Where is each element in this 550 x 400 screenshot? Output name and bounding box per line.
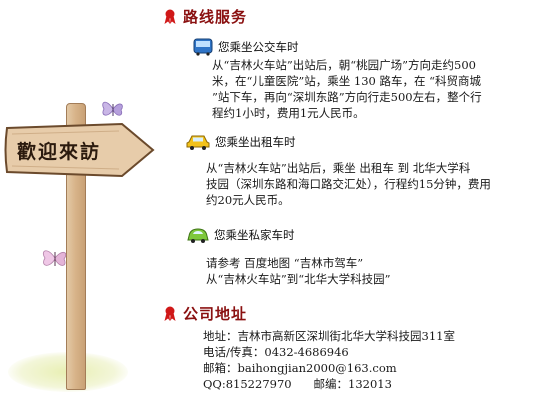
car-directions: 请参考 百度地图 “吉林市驾车” 从“吉林火车站”到“北华大学科技园” xyxy=(206,255,391,287)
bus-icon xyxy=(193,38,213,56)
butterfly-icon xyxy=(42,250,67,266)
bus-heading: 您乘坐公交车时 xyxy=(193,38,299,56)
company-phone: 电话/传真：0432-4686946 xyxy=(203,345,349,359)
car-heading: 您乘坐私家车时 xyxy=(187,226,295,244)
taxi-heading: 您乘坐出租车时 xyxy=(186,133,296,151)
car-line: 请参考 百度地图 “吉林市驾车” xyxy=(206,256,364,270)
red-ribbon-icon xyxy=(164,9,176,24)
bus-line: 米，在“儿童医院”站，乘坐 130 路车，在 “科贸商城 xyxy=(212,74,482,88)
taxi-line: 约20元人民币。 xyxy=(206,193,290,207)
taxi-line: 从“吉林火车站”出站后，乘坐 出租车 到 北华大学科 xyxy=(206,161,471,175)
company-address-heading: 公司地址 xyxy=(163,303,247,324)
bus-line: 程约1小时，费用1元人民币。 xyxy=(212,106,365,120)
car-line: 从“吉林火车站”到“北华大学科技园” xyxy=(206,272,391,286)
company-address-title: 公司地址 xyxy=(183,305,248,323)
company-email: 邮箱：baihongjian2000@163.com xyxy=(203,361,397,375)
bus-line: ”站下车，再向“深圳东路”方向行走500左右，整个行 xyxy=(212,90,482,104)
butterfly-icon xyxy=(102,101,123,116)
car-heading-label: 您乘坐私家车时 xyxy=(214,228,295,242)
company-address: 地址：吉林市高新区深圳街北华大学科技园311室 xyxy=(203,329,455,343)
car-icon xyxy=(187,228,209,243)
welcome-text: 歡迎來訪 xyxy=(17,141,102,163)
bus-directions: 从“吉林火车站”出站后，朝“桃园广场”方向走约500 米，在“儿童医院”站，乘坐… xyxy=(212,57,482,121)
route-service-heading: 路线服务 xyxy=(163,6,247,27)
company-contact: 地址：吉林市高新区深圳街北华大学科技园311室 电话/传真：0432-46869… xyxy=(203,328,455,392)
company-qq-postcode: QQ:815227970 邮编：132013 xyxy=(203,377,392,391)
taxi-icon xyxy=(186,135,210,150)
bus-heading-label: 您乘坐公交车时 xyxy=(218,40,299,54)
taxi-heading-label: 您乘坐出租车时 xyxy=(215,135,296,149)
red-ribbon-icon xyxy=(164,306,176,321)
signpost-board xyxy=(4,122,155,178)
bus-line: 从“吉林火车站”出站后，朝“桃园广场”方向走约500 xyxy=(212,58,476,72)
route-service-title: 路线服务 xyxy=(183,8,248,26)
taxi-directions: 从“吉林火车站”出站后，乘坐 出租车 到 北华大学科 技园（深圳东路和海口路交汇… xyxy=(206,160,491,208)
taxi-line: 技园（深圳东路和海口路交汇处），行程约15分钟，费用 xyxy=(206,177,491,191)
welcome-signpost: 歡迎來訪 xyxy=(0,0,165,400)
